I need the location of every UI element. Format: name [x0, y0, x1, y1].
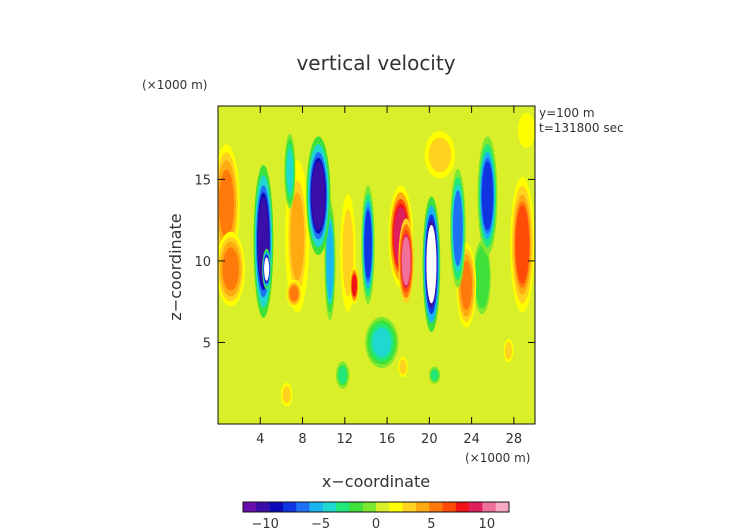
plot-frame: [217, 105, 536, 425]
field-contour: [399, 360, 407, 374]
colorbar-swatch: [336, 502, 350, 512]
field-cell: [398, 218, 414, 304]
colorbar-swatch: [349, 502, 363, 512]
x-tick-label: 4: [256, 432, 264, 447]
annotation-t: t=131800 sec: [539, 121, 624, 135]
colorbar-swatch: [469, 502, 483, 512]
x-tick-label: 12: [337, 432, 354, 447]
y-tick-label: 10: [194, 255, 211, 270]
colorbar: −10 −5 0 5 10: [242, 501, 510, 532]
field-contour: [460, 260, 473, 310]
colorbar-swatch: [282, 502, 297, 512]
colorbar-swatch: [415, 502, 430, 512]
field-cell: [422, 196, 441, 333]
field-cell: [336, 361, 350, 389]
field-cell: [477, 136, 498, 256]
field-contour: [426, 225, 437, 304]
x-tick-label: 20: [421, 432, 438, 447]
chart-title: vertical velocity: [296, 51, 455, 75]
colorbar-swatch: [269, 502, 284, 512]
colorbar-tick-label: 10: [479, 517, 496, 532]
field-cell: [365, 317, 399, 368]
field-cell: [262, 248, 272, 290]
field-cell: [286, 279, 302, 308]
field-contour: [282, 386, 291, 403]
colorbar-swatch: [429, 502, 443, 512]
field-contour: [505, 342, 512, 359]
field-cell: [397, 355, 409, 379]
field-contour: [338, 367, 347, 383]
x-axis-unit: (×1000 m): [465, 451, 530, 465]
colorbar-swatch: [256, 502, 270, 512]
field-cell: [510, 176, 535, 313]
field-contour: [401, 236, 411, 286]
field-cell: [324, 201, 336, 321]
y-axis: 5 10 15: [194, 173, 535, 351]
field-cell: [361, 185, 375, 304]
x-tick-label: 28: [506, 432, 523, 447]
plot-area: [218, 106, 535, 424]
field-contour: [286, 149, 294, 193]
field-cell: [280, 381, 294, 409]
field-contour: [326, 226, 334, 296]
colorbar-tick-label: −10: [251, 517, 278, 532]
field-contour: [453, 194, 463, 263]
colorbar-swatch: [362, 502, 377, 512]
x-tick-label: 8: [298, 432, 306, 447]
field-contour: [289, 285, 299, 302]
field-cell: [218, 231, 245, 307]
field-contour: [429, 139, 451, 171]
field-cell: [450, 168, 466, 288]
colorbar-swatch: [402, 502, 417, 512]
field-contour: [520, 118, 533, 143]
y-axis-label: z−coordinate: [166, 213, 185, 320]
colorbar-swatch: [495, 502, 510, 512]
field-contour: [264, 257, 270, 281]
x-tick-label: 16: [379, 432, 396, 447]
field-contour: [476, 252, 488, 302]
field-cell: [516, 110, 535, 151]
field-cell: [503, 337, 515, 365]
x-tick-label: 24: [463, 432, 480, 447]
y-tick-label: 5: [203, 336, 211, 351]
field-cell: [472, 234, 493, 320]
field-cell: [284, 133, 296, 209]
colorbar-swatch: [442, 502, 457, 512]
colorbar-swatch: [482, 502, 496, 512]
field-contour: [431, 370, 438, 380]
field-contour: [515, 205, 530, 284]
field-cell: [422, 127, 458, 183]
field-contour: [218, 169, 235, 239]
field-contour: [342, 213, 354, 292]
colorbar-swatch: [243, 502, 257, 512]
field-cell: [253, 165, 274, 318]
colorbar-frame: [242, 501, 510, 513]
field-contour: [364, 210, 372, 279]
field-contour: [290, 192, 305, 281]
field-cell: [349, 266, 359, 305]
field-contour: [481, 161, 494, 230]
x-axis-label: x−coordinate: [322, 472, 430, 491]
colorbar-swatch: [322, 502, 337, 512]
colorbar-swatch: [376, 502, 390, 512]
colorbar-swatch: [455, 502, 470, 512]
field-cell: [429, 366, 441, 384]
colorbar-swatch: [309, 502, 324, 512]
colorbar-swatch: [296, 502, 310, 512]
colorbar-tick-label: 0: [372, 517, 380, 532]
annotation-y: y=100 m: [539, 106, 595, 120]
y-tick-label: 15: [194, 173, 211, 188]
x-axis: 4 8 12 16 20 24 28: [256, 106, 522, 447]
field-cell: [306, 136, 331, 256]
field-contour: [222, 247, 239, 291]
y-axis-unit: (×1000 m): [142, 78, 207, 92]
field-contour: [351, 274, 357, 297]
field-contour: [311, 161, 326, 230]
colorbar-tick-label: −5: [311, 517, 330, 532]
colorbar-swatch: [389, 502, 403, 512]
field-contour: [372, 327, 392, 358]
colorbar-tick-label: 5: [427, 517, 435, 532]
